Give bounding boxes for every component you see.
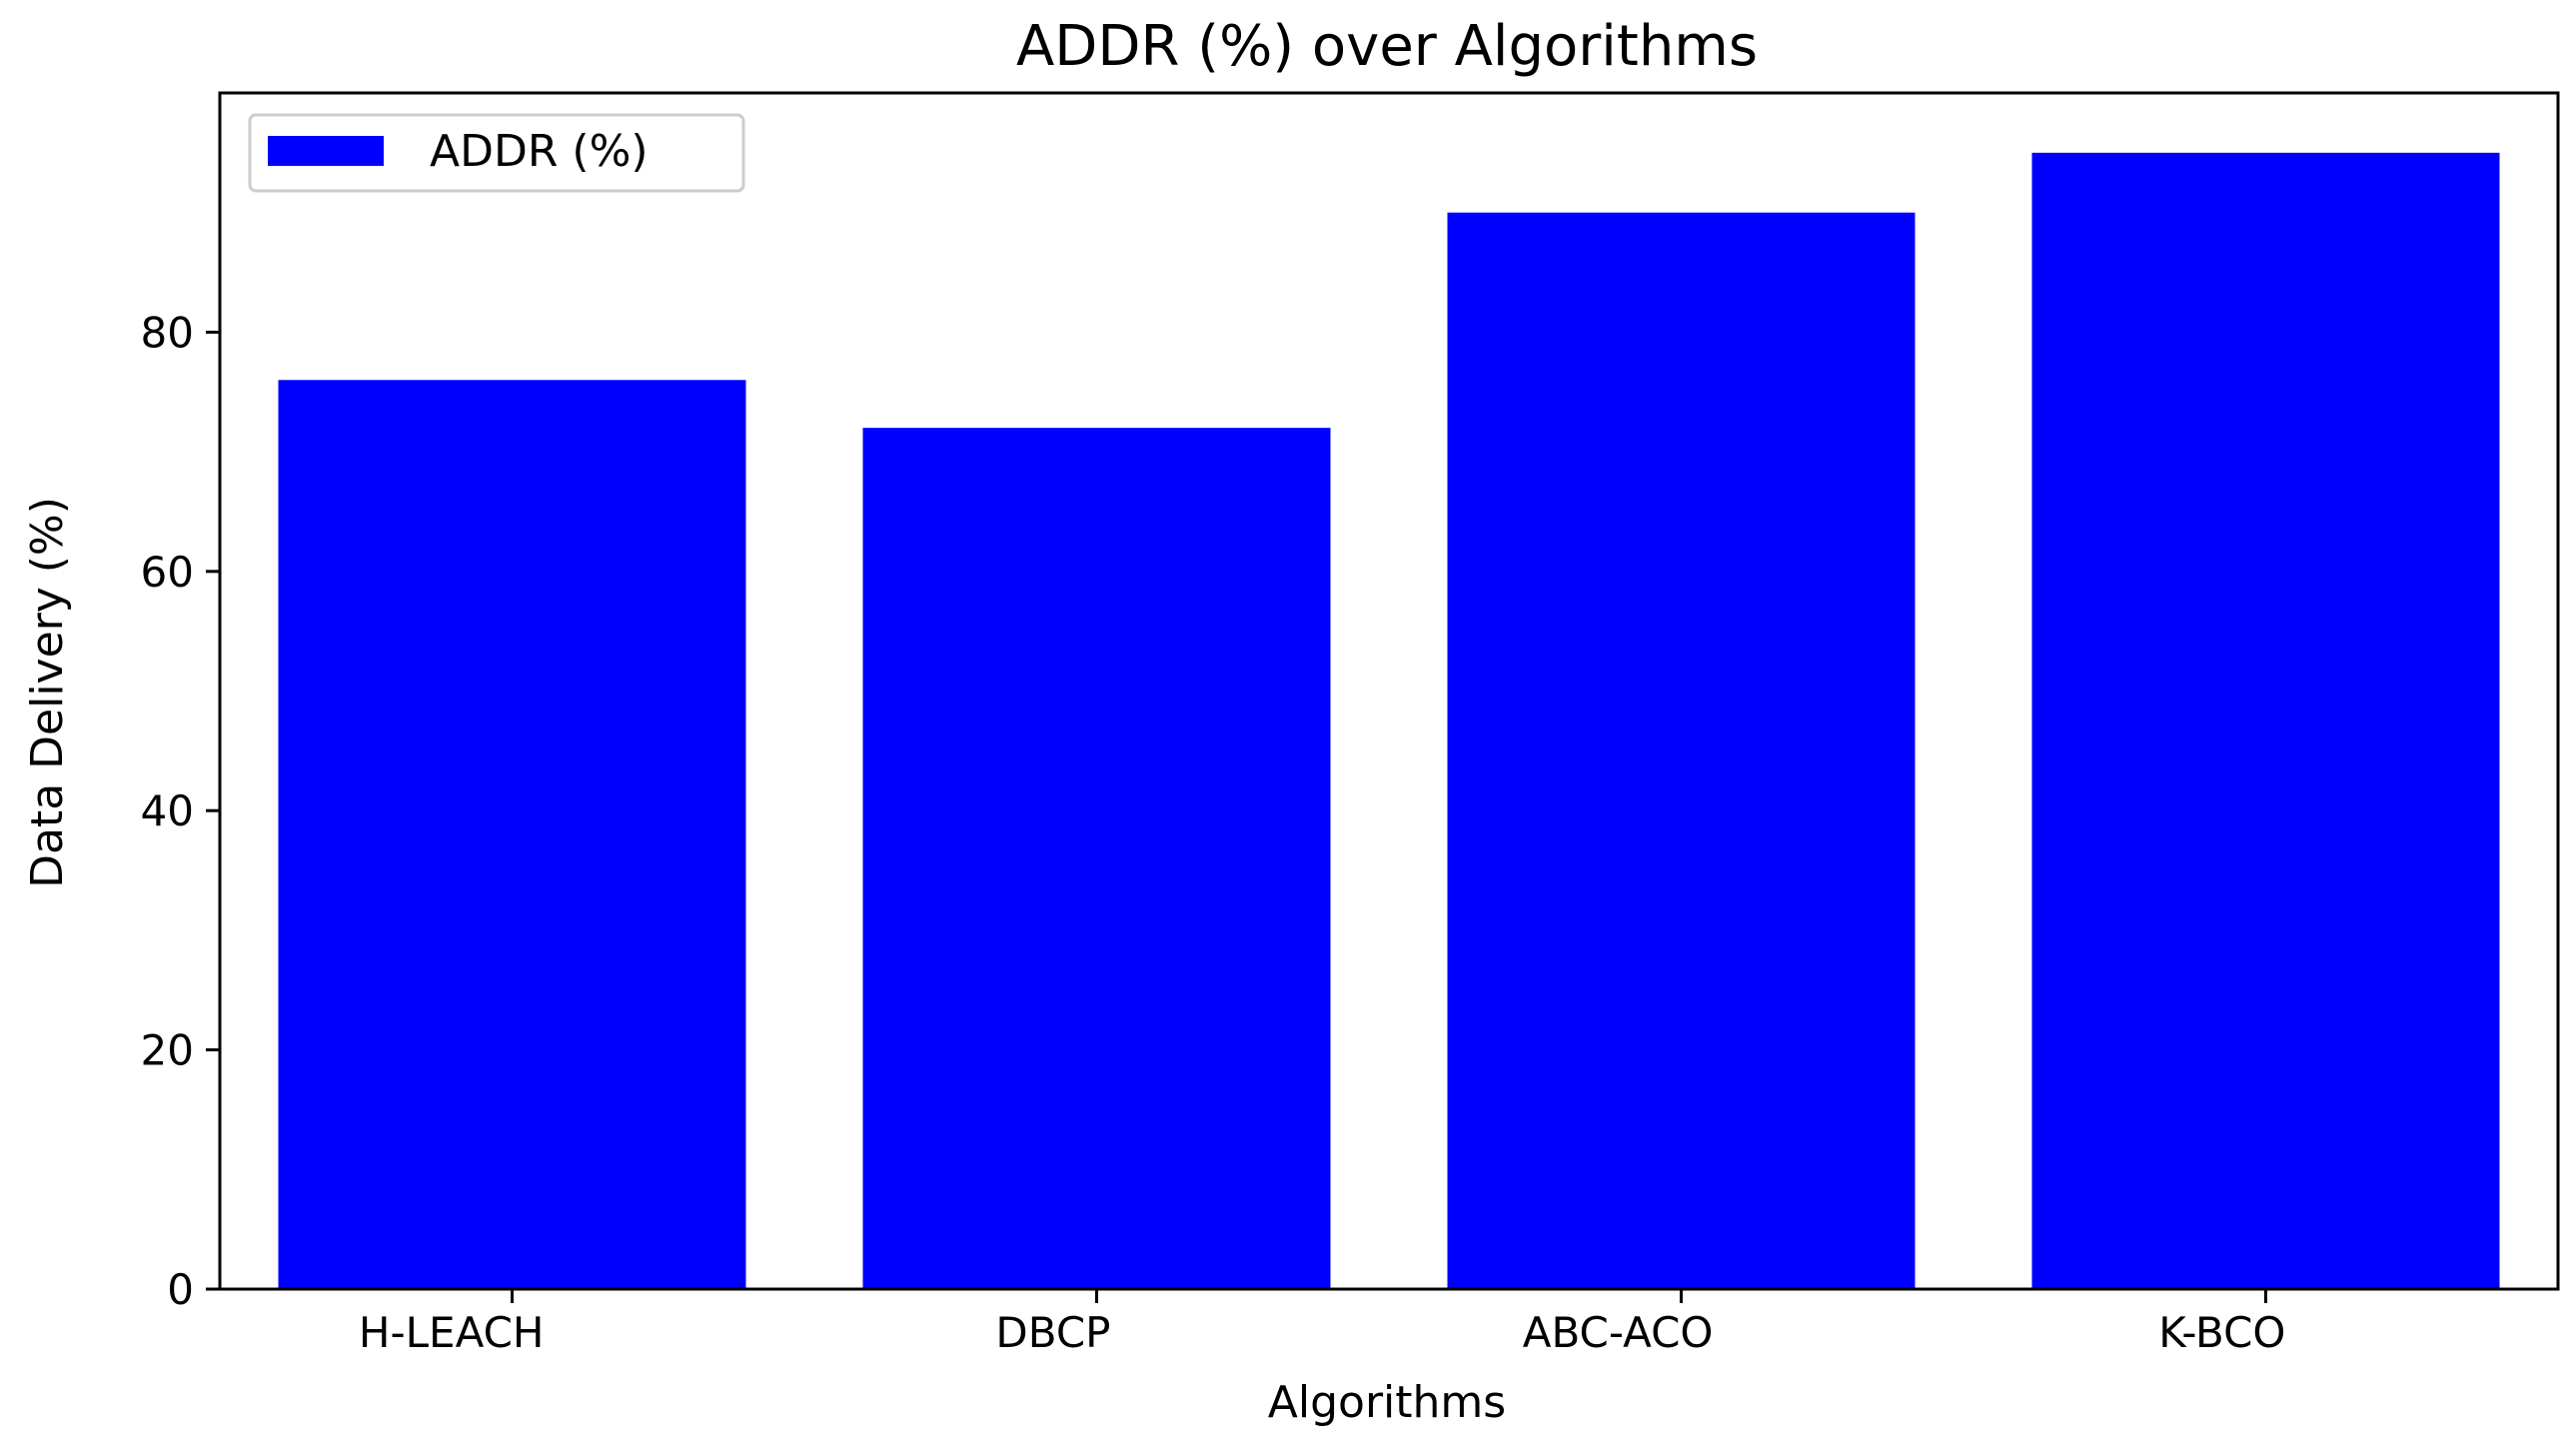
plot-area: H-LEACH DBCP ABC-ACO K-BCO 0 20 40 60 80 xyxy=(141,91,2560,1357)
y-tick-label: 20 xyxy=(141,1026,194,1075)
legend: ADDR (%) xyxy=(248,113,745,193)
bar-k-bco xyxy=(2031,152,2500,1290)
axes-frame xyxy=(218,91,2560,1291)
legend-swatch xyxy=(268,136,384,166)
x-tick-label: H-LEACH xyxy=(359,1308,545,1357)
x-tick-label: K-BCO xyxy=(2158,1308,2285,1357)
x-axis-label: Algorithms xyxy=(1268,1377,1506,1428)
bar-abc-aco xyxy=(1447,212,1916,1290)
chart-title: ADDR (%) over Algorithms xyxy=(1016,14,1758,79)
y-tick-label: 60 xyxy=(141,548,194,597)
y-tick-label: 0 xyxy=(167,1265,194,1314)
x-tick-label: ABC-ACO xyxy=(1523,1308,1714,1357)
y-axis-label: Data Delivery (%) xyxy=(22,497,73,888)
y-tick-label: 80 xyxy=(141,308,194,357)
x-tick-label: DBCP xyxy=(995,1308,1110,1357)
legend-frame xyxy=(248,113,745,193)
y-tick-label: 40 xyxy=(141,786,194,835)
bar-h-leach xyxy=(278,380,746,1289)
bar-dbcp xyxy=(862,428,1331,1289)
legend-label: ADDR (%) xyxy=(430,126,648,177)
